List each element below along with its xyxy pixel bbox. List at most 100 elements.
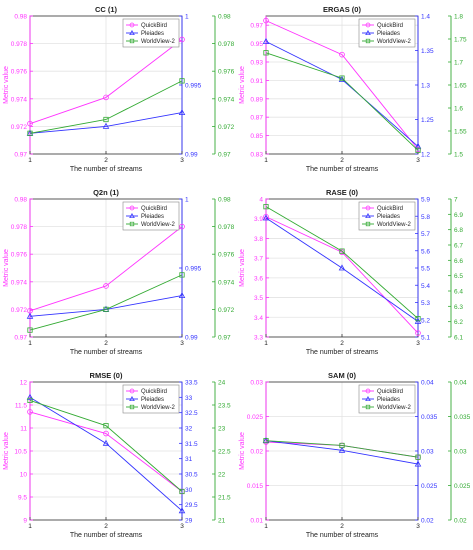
legend-label: Pleiades bbox=[141, 31, 164, 37]
legend-label: Pleiades bbox=[141, 214, 164, 220]
series-line-quickbird bbox=[29, 39, 183, 125]
y-tick-label: 0.04 bbox=[421, 380, 434, 387]
series-line-pleiades bbox=[265, 217, 419, 322]
x-tick-label: 3 bbox=[416, 523, 420, 530]
y-tick-label: 5.2 bbox=[421, 317, 430, 324]
data-point bbox=[26, 393, 34, 400]
x-tick-label: 2 bbox=[340, 340, 344, 347]
y-tick-label: 29.5 bbox=[185, 502, 198, 509]
legend-label: QuickBird bbox=[141, 206, 167, 212]
y-tick-label: 1.7 bbox=[454, 60, 463, 67]
legend: QuickBird Pleiades WorldView-2 bbox=[358, 18, 416, 48]
y-tick-label: 1.35 bbox=[421, 48, 434, 55]
y-tick-label: 0.93 bbox=[250, 60, 263, 67]
y-tick-label: 0.035 bbox=[421, 414, 438, 421]
data-point bbox=[102, 122, 110, 129]
legend-marker bbox=[129, 395, 135, 402]
y-tick-label: 0.015 bbox=[247, 483, 264, 490]
y-tick-label: 32.5 bbox=[185, 410, 198, 417]
data-point bbox=[263, 50, 269, 56]
y-tick-label: 1 bbox=[185, 14, 189, 21]
legend-marker bbox=[365, 212, 371, 219]
data-point bbox=[178, 507, 186, 514]
chart-title: SAM (0) bbox=[328, 371, 356, 380]
y-tick-label: 1.3 bbox=[421, 83, 430, 90]
y-axis-label: Metric value bbox=[239, 66, 246, 104]
data-point bbox=[338, 446, 346, 453]
y-tick-label: 6.7 bbox=[454, 243, 463, 250]
y-tick-label: 22 bbox=[218, 472, 226, 479]
data-point bbox=[179, 272, 185, 278]
y-tick-label: 4 bbox=[259, 197, 263, 204]
y-tick-label: 7 bbox=[454, 197, 458, 204]
y-tick-label: 0.025 bbox=[421, 483, 438, 490]
data-point bbox=[26, 312, 34, 319]
y-tick-label: 0.99 bbox=[185, 152, 198, 159]
data-point bbox=[178, 291, 186, 299]
chart-panel-1: 0.970.9720.9740.9760.9780.980.990.99510.… bbox=[3, 5, 235, 173]
y-tick-label: 0.025 bbox=[454, 483, 471, 490]
data-point bbox=[415, 147, 421, 153]
y-tick-label: 5.3 bbox=[421, 300, 430, 307]
y-tick-label: 0.02 bbox=[421, 518, 434, 525]
y-tick-label: 1.6 bbox=[454, 106, 463, 113]
y-tick-label: 0.976 bbox=[218, 69, 235, 76]
y-tick-label: 0.974 bbox=[11, 96, 28, 103]
data-point bbox=[103, 94, 109, 101]
data-point bbox=[179, 223, 185, 230]
y-tick-label: 24 bbox=[218, 380, 226, 387]
y-axis-label: Metric value bbox=[3, 249, 10, 287]
y-tick-label: 29 bbox=[185, 518, 193, 525]
series-line-quickbird bbox=[29, 226, 183, 312]
chart-title: RMSE (0) bbox=[90, 371, 123, 380]
data-point bbox=[179, 488, 185, 495]
legend-label: Pleiades bbox=[377, 31, 400, 37]
y-tick-label: 12 bbox=[20, 380, 28, 387]
data-point bbox=[339, 248, 345, 254]
y-tick-label: 5.1 bbox=[421, 335, 430, 342]
y-tick-label: 5.4 bbox=[421, 283, 430, 290]
chart-title: ERGAS (0) bbox=[323, 5, 361, 14]
y-tick-label: 30 bbox=[185, 487, 193, 494]
y-tick-label: 1.75 bbox=[454, 37, 467, 44]
y-tick-label: 1.2 bbox=[421, 152, 430, 159]
y-tick-label: 0.978 bbox=[11, 41, 28, 48]
y-tick-label: 1.4 bbox=[421, 14, 430, 21]
data-point bbox=[27, 130, 33, 136]
y-tick-label: 0.98 bbox=[14, 197, 27, 204]
y-tick-label: 0.01 bbox=[250, 518, 263, 525]
chart-panel-3: 0.970.9720.9740.9760.9780.980.990.99510.… bbox=[3, 188, 235, 356]
data-point bbox=[414, 460, 422, 467]
y-tick-label: 5.7 bbox=[421, 231, 430, 238]
x-tick-label: 2 bbox=[104, 523, 108, 530]
legend-label: WorldView-2 bbox=[141, 39, 175, 45]
y-tick-label: 0.04 bbox=[454, 380, 467, 387]
legend: QuickBird Pleiades WorldView-2 bbox=[358, 384, 416, 414]
data-point bbox=[339, 442, 345, 449]
y-tick-label: 3.4 bbox=[254, 315, 263, 322]
y-tick-label: 0.02 bbox=[454, 518, 467, 525]
y-tick-label: 6.6 bbox=[454, 258, 463, 265]
data-point bbox=[27, 397, 33, 404]
y-tick-label: 0.974 bbox=[218, 279, 235, 286]
legend-label: WorldView-2 bbox=[377, 222, 411, 228]
legend-marker bbox=[129, 38, 135, 44]
y-tick-label: 31 bbox=[185, 456, 193, 463]
y-tick-label: 23 bbox=[218, 426, 226, 433]
x-tick-label: 1 bbox=[28, 523, 32, 530]
y-tick-label: 0.972 bbox=[11, 124, 28, 131]
legend-label: Pleiades bbox=[141, 397, 164, 403]
y-tick-label: 5.8 bbox=[421, 214, 430, 221]
data-point bbox=[103, 430, 109, 437]
y-tick-label: 5.6 bbox=[421, 248, 430, 255]
legend-label: QuickBird bbox=[377, 206, 403, 212]
y-axis-label: Metric value bbox=[3, 66, 10, 104]
legend-label: QuickBird bbox=[377, 389, 403, 395]
y-tick-label: 3.7 bbox=[254, 256, 263, 263]
data-point bbox=[339, 51, 345, 58]
y-tick-label: 6.5 bbox=[454, 273, 463, 280]
legend-marker bbox=[365, 395, 371, 402]
y-tick-label: 0.89 bbox=[250, 96, 263, 103]
series-line-pleiades bbox=[29, 396, 183, 512]
series-line-pleiades bbox=[265, 41, 419, 147]
